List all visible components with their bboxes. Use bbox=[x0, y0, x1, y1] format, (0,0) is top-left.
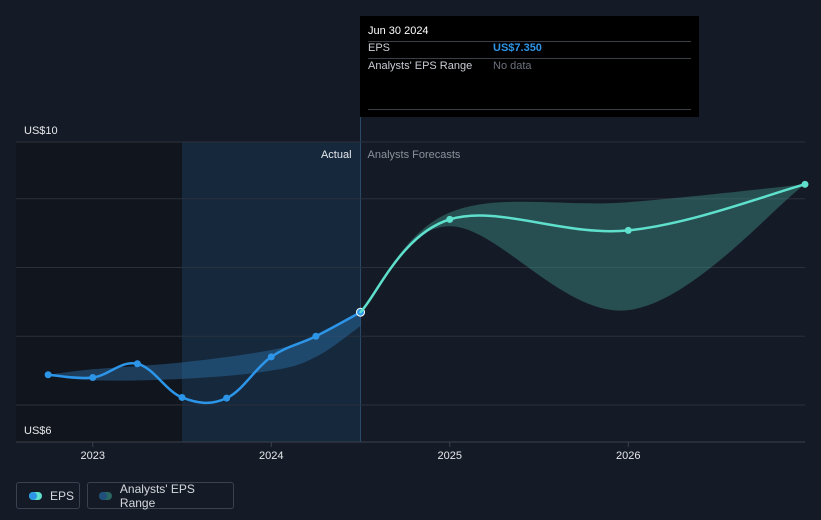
legend-label-eps: EPS bbox=[50, 488, 75, 503]
tooltip-divider bbox=[368, 41, 691, 42]
eps-point bbox=[267, 353, 275, 361]
tooltip-range-label: Analysts' EPS Range bbox=[368, 60, 473, 72]
legend-label-eps-range: Analysts' EPS Range bbox=[119, 481, 195, 510]
tooltip-row-range: Analysts' EPS Range No data bbox=[368, 60, 532, 72]
hover-tooltip: Jun 30 2024 EPS US$7.350 Analysts' EPS R… bbox=[360, 16, 699, 117]
eps-forecast-point bbox=[446, 215, 454, 223]
tooltip-divider bbox=[368, 58, 691, 59]
eps-point bbox=[223, 394, 231, 402]
past-shade bbox=[16, 142, 183, 442]
eps-point bbox=[89, 374, 97, 381]
eps-forecast-point bbox=[624, 226, 632, 234]
eps-point bbox=[312, 332, 320, 340]
y-tick-label: US$10 bbox=[24, 125, 58, 137]
eps-forecast-point bbox=[801, 180, 809, 188]
eps-point bbox=[133, 360, 141, 368]
eps-forecast-line bbox=[359, 183, 807, 314]
tooltip-date: Jun 30 2024 bbox=[368, 25, 429, 37]
legend-item-eps-range[interactable]: Analysts' EPS Range bbox=[87, 481, 234, 510]
eps-point bbox=[44, 371, 52, 379]
actual-label: Actual bbox=[321, 149, 352, 161]
eps-line bbox=[46, 310, 362, 405]
tooltip-row-eps: EPS US$7.350 bbox=[368, 42, 542, 54]
tooltip-eps-label: EPS bbox=[368, 42, 391, 54]
x-tick-label: 2023 bbox=[81, 450, 105, 462]
x-tick-label: 2024 bbox=[259, 450, 283, 462]
eps-point bbox=[178, 393, 186, 401]
forecast-label: Analysts Forecasts bbox=[368, 149, 461, 161]
eps-range-band-forecast bbox=[360, 184, 805, 313]
legend-item-eps[interactable]: EPS bbox=[16, 482, 80, 509]
x-tick-label: 2026 bbox=[616, 450, 640, 462]
tooltip-eps-value: US$7.350 bbox=[493, 42, 542, 54]
range-swatch-icon bbox=[99, 491, 112, 500]
x-tick-label: 2025 bbox=[438, 450, 462, 462]
tooltip-range-value: No data bbox=[493, 60, 532, 72]
eps-swatch-icon bbox=[29, 491, 42, 500]
actual-highlight bbox=[182, 142, 361, 442]
tooltip-divider bbox=[368, 109, 691, 110]
y-tick-label: US$6 bbox=[24, 425, 52, 437]
eps-range-band-past bbox=[48, 312, 361, 381]
